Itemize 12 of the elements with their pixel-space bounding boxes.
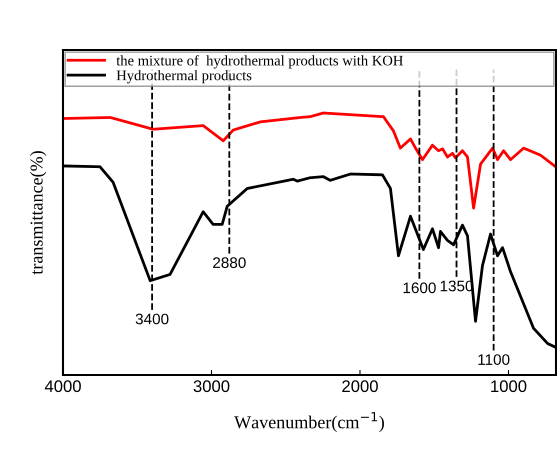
x-tick-label: 2000 [342, 380, 378, 392]
ref-line-label: 1600 [404, 282, 436, 294]
x-tick-label: 3000 [194, 380, 230, 392]
y-axis-title: transmittance(%) [30, 151, 46, 274]
legend-label: the mixture of hydrothermal products with KOH [116, 55, 403, 69]
ref-line-label: 1100 [478, 354, 510, 366]
ref-line-label: 2880 [213, 257, 246, 268]
x-tick-label: 4000 [44, 380, 81, 392]
ref-line-label: 3400 [136, 314, 168, 324]
x-axis-title: Wavenumber(cm$^{−1}$) [234, 412, 384, 432]
legend-label: Hydrothermal products [116, 70, 252, 84]
x-tick-label: 1000 [491, 380, 526, 392]
